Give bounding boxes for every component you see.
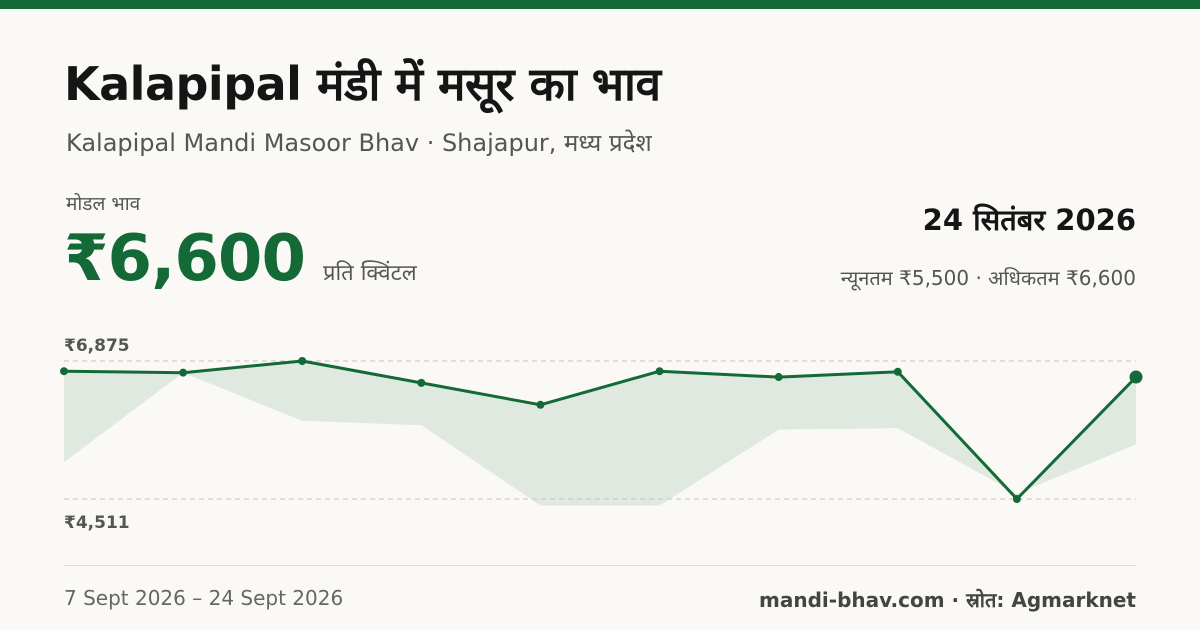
modal-price-line (62, 359, 1138, 501)
price-point (1012, 495, 1021, 503)
price-point (893, 367, 902, 376)
top-accent-bar (0, 0, 1200, 9)
min-max-band (64, 361, 1136, 506)
modal-price-label: मोडल भाव (66, 193, 141, 215)
footer-divider (64, 565, 1136, 566)
page-title: Kalapipal मंडी में मसूर का भाव (64, 57, 661, 111)
min-reference-label: ₹4,511 (64, 513, 130, 533)
price-point (774, 373, 783, 382)
price-point (298, 357, 307, 365)
price-point (536, 400, 545, 409)
footer-source: mandi-bhav.com · स्रोत: Agmarknet (759, 588, 1136, 612)
price-point (417, 378, 426, 387)
page-subtitle: Kalapipal Mandi Masoor Bhav · Shajapur, … (66, 129, 652, 157)
max-reference-label: ₹6,875 (64, 336, 130, 356)
modal-price-value: ₹6,600 (64, 222, 306, 296)
modal-price: ₹6,600 प्रति क्विंटल (64, 222, 417, 296)
price-point (179, 368, 188, 377)
price-point (60, 367, 68, 376)
price-date: 24 सितंबर 2026 (922, 203, 1136, 237)
latest-price-point (1129, 370, 1143, 384)
price-point (655, 367, 664, 376)
footer-date-range: 7 Sept 2026 – 24 Sept 2026 (64, 586, 344, 610)
min-max-range: न्यूनतम ₹5,500 · अधिकतम ₹6,600 (840, 266, 1136, 290)
price-unit: प्रति क्विंटल (322, 261, 417, 286)
